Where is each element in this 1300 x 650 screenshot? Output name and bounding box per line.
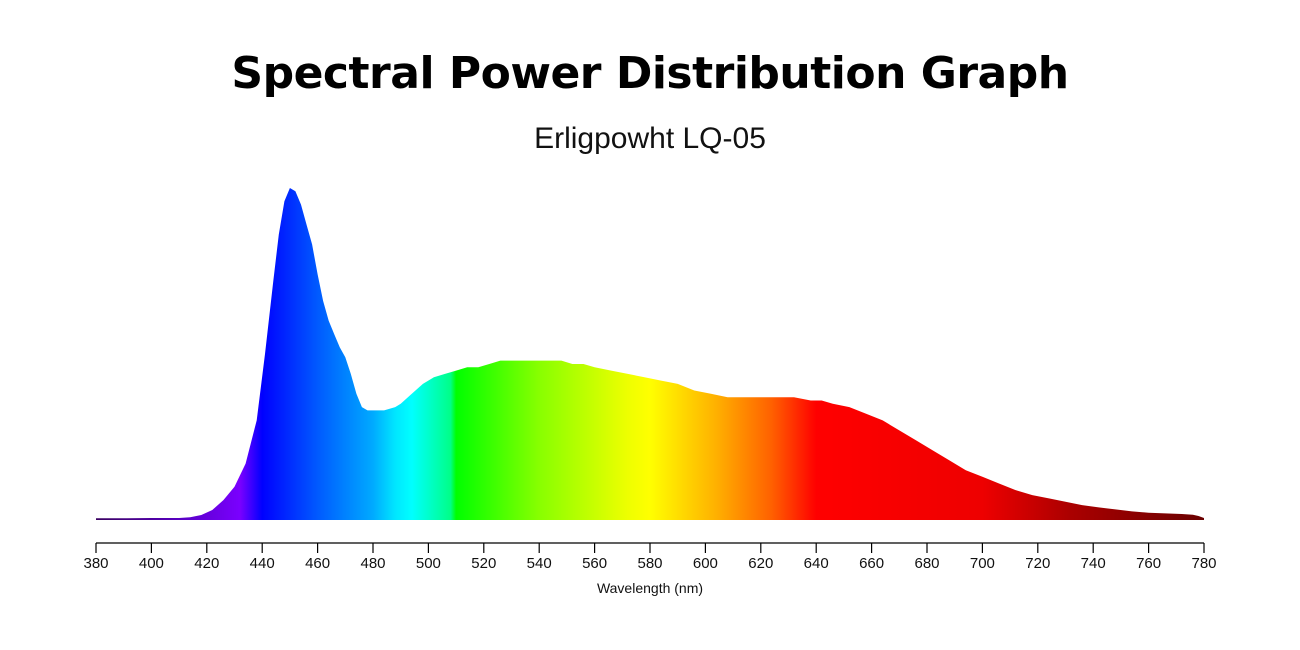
x-tick-label: 400 [139,555,164,572]
x-tick-label: 480 [360,555,385,572]
x-axis-title: Wavelength (nm) [597,580,703,596]
x-tick-label: 660 [859,555,884,572]
x-tick-label: 780 [1191,555,1216,572]
x-tick-label: 600 [693,555,718,572]
x-tick-label: 760 [1136,555,1161,572]
x-tick-label: 720 [1025,555,1050,572]
x-tick-label: 580 [637,555,662,572]
spectrum-area [96,188,1204,520]
x-tick-label: 460 [305,555,330,572]
x-tick-label: 420 [194,555,219,572]
x-tick-label: 700 [970,555,995,572]
x-tick-label: 540 [527,555,552,572]
x-tick-label: 520 [471,555,496,572]
chart-subtitle: Erligpowht LQ-05 [534,122,766,155]
x-tick-label: 440 [250,555,275,572]
x-tick-label: 560 [582,555,607,572]
x-tick-label: 640 [804,555,829,572]
x-tick-label: 740 [1081,555,1106,572]
x-tick-label: 500 [416,555,441,572]
x-tick-label: 680 [914,555,939,572]
x-tick-label: 620 [748,555,773,572]
x-tick-label: 380 [83,555,108,572]
x-axis-ticks: 380 400 420 440 460 480 500 520 540 560 580 600 620 6… [83,543,1217,572]
chart-title: Spectral Power Distribution Graph [231,48,1069,99]
